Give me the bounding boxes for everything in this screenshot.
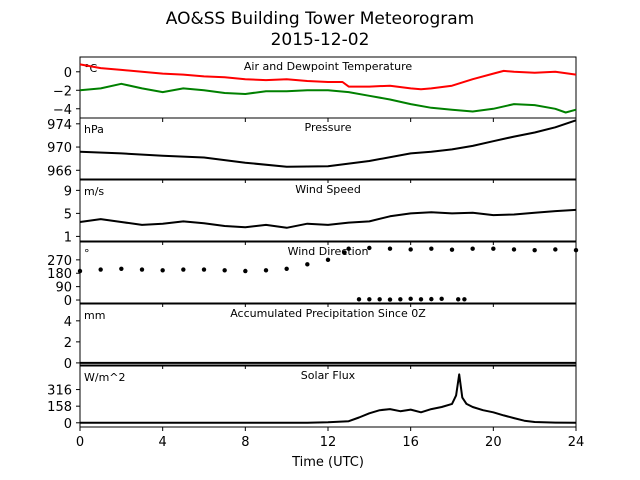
data-point <box>470 246 475 251</box>
panel-1: Air and Dewpoint Temperature °C 0 −2 −4 <box>53 56 577 122</box>
data-point <box>243 268 248 274</box>
data-point <box>119 266 124 271</box>
x-axis-label: Time (UTC) <box>291 455 364 470</box>
y-tick-label: 5 <box>64 207 72 222</box>
data-point <box>77 268 83 274</box>
panel-title: Wind Speed <box>295 183 361 196</box>
x-tick-label: 0 <box>76 435 84 450</box>
data-point <box>429 246 434 251</box>
y-tick-label: 0 <box>64 357 72 372</box>
panel-title: Pressure <box>305 121 352 134</box>
panel-2: Pressure hPa 974 970 966 <box>47 117 577 183</box>
data-point <box>367 245 372 251</box>
data-point <box>325 257 331 263</box>
panel-title: Air and Dewpoint Temperature <box>244 60 412 73</box>
y-tick-label: 180 <box>47 267 72 282</box>
x-axis: 0 4 8 12 16 20 24 <box>76 435 584 450</box>
series-line-1 <box>79 63 577 91</box>
data-point <box>573 247 579 253</box>
data-point <box>429 296 434 302</box>
data-point <box>408 296 413 302</box>
unit-label: ° <box>84 247 90 260</box>
y-tick-label: 4 <box>64 315 72 330</box>
data-point <box>418 297 424 302</box>
series-line-1 <box>79 119 577 168</box>
x-tick-label: 24 <box>568 435 585 450</box>
data-point <box>439 296 444 302</box>
y-tick-label: 270 <box>47 254 72 269</box>
data-point <box>201 267 207 272</box>
data-point <box>456 297 461 302</box>
data-point <box>356 297 362 302</box>
data-point <box>139 267 145 272</box>
series-line-1 <box>80 373 577 424</box>
data-point <box>491 246 496 251</box>
x-tick-label: 16 <box>402 435 419 450</box>
unit-label: m/s <box>84 185 104 198</box>
panel-title: Wind Direction <box>288 245 369 258</box>
figure-title-line2: 2015-12-02 <box>271 30 370 50</box>
unit-label: hPa <box>84 123 104 136</box>
data-point <box>98 267 103 272</box>
y-tick-label: 1 <box>64 230 72 245</box>
x-tick-label: 12 <box>320 435 337 450</box>
data-point <box>346 246 351 251</box>
y-tick-label: 966 <box>47 164 72 179</box>
y-tick-label: 970 <box>47 141 72 156</box>
unit-label: °C <box>84 62 98 75</box>
data-point <box>449 247 455 252</box>
data-point <box>387 297 393 302</box>
x-tick-label: 20 <box>485 435 502 450</box>
unit-label: mm <box>84 309 105 322</box>
data-point <box>342 250 347 255</box>
data-point <box>532 247 537 253</box>
data-point <box>367 297 372 302</box>
data-point <box>553 247 558 252</box>
y-tick-label: 158 <box>47 400 72 415</box>
data-point <box>305 262 310 267</box>
data-point <box>181 267 186 272</box>
data-point <box>462 297 467 302</box>
panel-title: Accumulated Precipitation Since 0Z <box>230 307 426 320</box>
x-tick-label: 4 <box>159 435 167 450</box>
data-point <box>387 246 393 251</box>
data-point <box>160 268 165 273</box>
y-tick-label: 2 <box>64 336 72 351</box>
series-line-1 <box>79 208 577 229</box>
series-line-2 <box>79 82 577 114</box>
panel-5: Accumulated Precipitation Since 0Z mm 4 2 0 <box>64 303 577 372</box>
data-point <box>398 297 403 302</box>
x-tick-label: 8 <box>241 435 249 450</box>
y-tick-label: 0 <box>64 66 72 81</box>
data-point <box>284 266 289 271</box>
y-tick-label: 0 <box>64 294 72 309</box>
data-point <box>511 247 517 252</box>
panels-group: Air and Dewpoint Temperature°C0−2−4Press… <box>47 56 579 432</box>
data-point <box>263 268 269 273</box>
y-tick-label: 90 <box>55 281 72 296</box>
y-tick-label: 974 <box>47 118 72 133</box>
figure-title-line1: AO&SS Building Tower Meteorogram <box>166 9 474 29</box>
unit-label: W/m^2 <box>84 371 126 384</box>
data-point <box>222 268 227 273</box>
panel-3: Wind Speed m/s 9 5 1 <box>64 179 577 245</box>
y-tick-label: 316 <box>47 384 72 399</box>
data-point <box>408 247 413 252</box>
y-tick-label: 9 <box>64 184 72 199</box>
data-point <box>377 297 382 302</box>
y-tick-label: 0 <box>64 417 72 432</box>
panel-title: Solar Flux <box>301 369 356 382</box>
y-tick-label: −2 <box>53 84 72 99</box>
y-tick-label: −4 <box>53 103 72 118</box>
